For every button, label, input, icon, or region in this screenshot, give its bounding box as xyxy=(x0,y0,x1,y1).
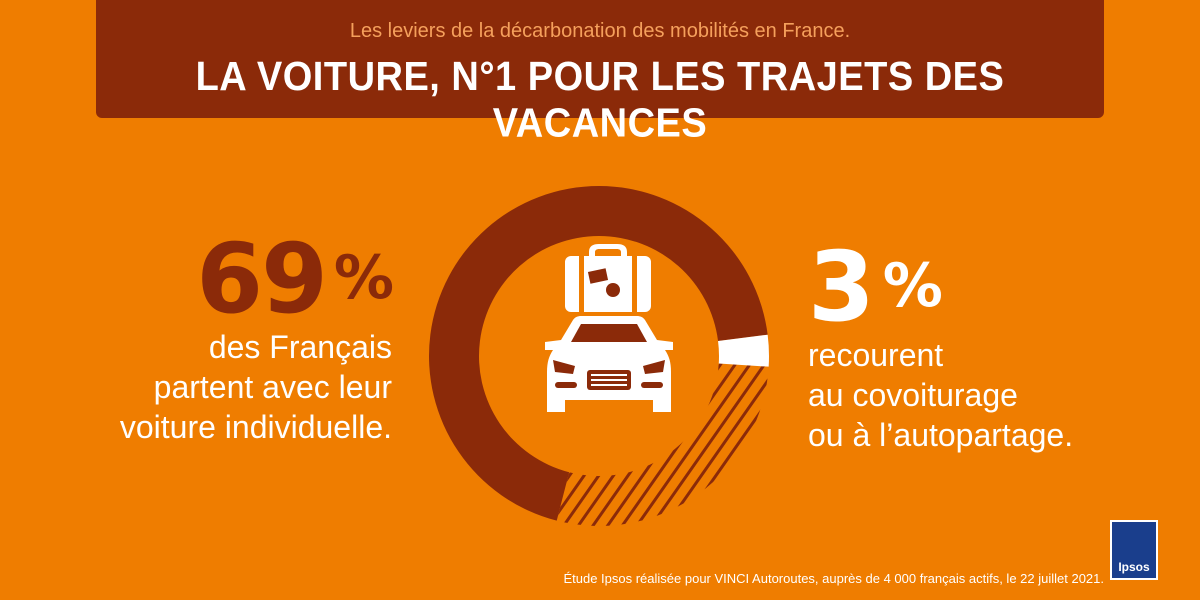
left-stat-line-1: des Français xyxy=(208,329,392,365)
suitcase-icon xyxy=(565,244,651,312)
right-stat-number: 3 xyxy=(808,231,875,343)
donut-solid-segment xyxy=(428,186,768,521)
car-icon xyxy=(545,316,673,412)
ipsos-logo-text: Ipsos xyxy=(1118,560,1150,574)
right-stat: 3% recourent au covoiturage ou à l’autop… xyxy=(808,238,1138,455)
donut-white-segment xyxy=(718,334,769,367)
header-banner: Les leviers de la décarbonation des mobi… xyxy=(96,0,1104,146)
header-subtitle: Les leviers de la décarbonation des mobi… xyxy=(349,20,851,42)
donut-chart xyxy=(428,186,769,526)
right-stat-value: 3% xyxy=(808,238,1138,335)
source-footnote: Étude Ipsos réalisée pour VINCI Autorout… xyxy=(563,571,1104,586)
left-stat-unit: % xyxy=(333,243,394,313)
left-stat-value: 69% xyxy=(100,230,394,327)
page-title: LA VOITURE, N°1 POUR LES TRAJETS DES VAC… xyxy=(195,54,1005,147)
right-stat-unit: % xyxy=(882,251,943,321)
left-stat-line-3: voiture individuelle. xyxy=(119,409,392,445)
right-stat-line-3: ou à l’autopartage. xyxy=(808,417,1074,453)
donut-hatched-segment xyxy=(556,363,769,526)
left-stat-number: 69 xyxy=(196,223,328,335)
right-stat-line-2: au covoiturage xyxy=(808,377,1018,413)
left-stat: 69% des Français partent avec leur voitu… xyxy=(100,230,394,447)
left-stat-line-2: partent avec leur xyxy=(153,369,392,405)
right-stat-line-1: recourent xyxy=(808,337,944,373)
ipsos-logo: Ipsos xyxy=(1110,520,1158,580)
